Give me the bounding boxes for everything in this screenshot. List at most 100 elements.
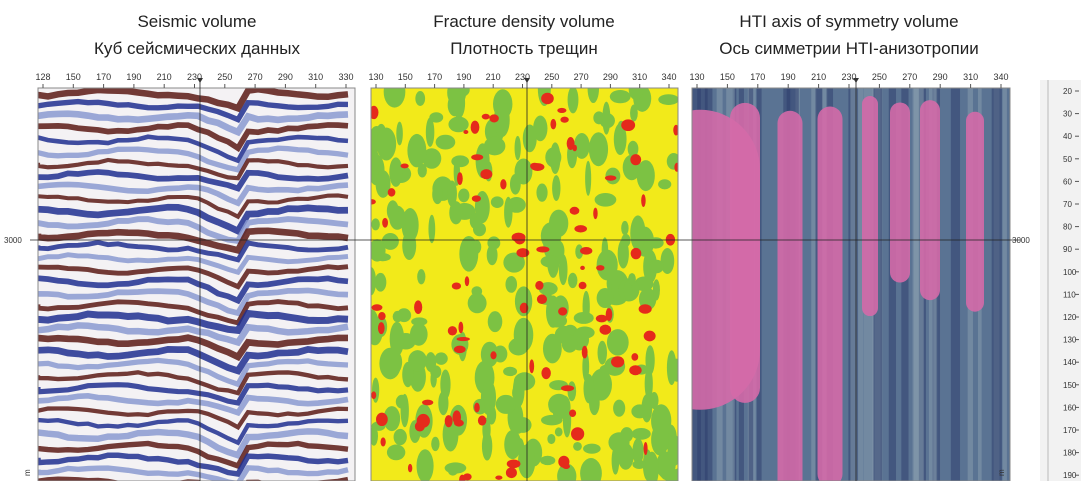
scale-label: 50 (1063, 155, 1072, 164)
density-low (417, 269, 425, 284)
density-high (550, 119, 556, 129)
density-low (672, 359, 682, 382)
density-high (454, 346, 466, 353)
density-low (541, 415, 563, 426)
density-low (667, 435, 681, 466)
density-high (378, 322, 385, 334)
density-high (506, 467, 517, 478)
density-low (431, 437, 439, 451)
x-tick-label: 310 (632, 72, 647, 82)
density-low (598, 341, 607, 365)
density-low (387, 444, 405, 460)
title-en: Seismic volume (137, 12, 256, 31)
x-tick-label: 340 (661, 72, 676, 82)
x-tick-label: 170 (96, 72, 111, 82)
density-high (372, 304, 383, 311)
density-low (487, 236, 500, 249)
density-low (630, 215, 645, 250)
density-high (558, 307, 567, 315)
density-high (631, 353, 638, 361)
density-low (621, 221, 628, 235)
scale-label: 180 (1063, 449, 1077, 458)
density-low (488, 311, 503, 332)
density-low (496, 395, 516, 414)
density-low (407, 134, 426, 167)
density-low (559, 254, 568, 285)
density-low (613, 400, 625, 417)
density-low (368, 149, 380, 171)
title-en: Fracture density volume (433, 12, 614, 31)
scale-label: 20 (1063, 87, 1072, 96)
density-high (516, 248, 529, 257)
panel-image (363, 73, 683, 481)
density-high (631, 248, 642, 259)
density-low (393, 311, 403, 322)
density-low (430, 365, 441, 378)
density-low (432, 185, 443, 205)
density-high (465, 276, 470, 286)
x-tick-label: 128 (35, 72, 50, 82)
density-high (599, 325, 611, 335)
x-tick-label: 210 (811, 72, 826, 82)
density-low (555, 427, 563, 436)
density-low (372, 378, 379, 403)
density-low (650, 392, 659, 409)
density-low (597, 250, 618, 281)
density-high (596, 265, 604, 271)
density-high (557, 108, 566, 113)
scale-label: 170 (1063, 426, 1077, 435)
x-tick-label: 250 (872, 72, 887, 82)
density-high (422, 400, 433, 406)
x-tick-label: 210 (157, 72, 172, 82)
title-en: HTI axis of symmetry volume (739, 12, 958, 31)
density-low (428, 215, 435, 244)
density-high (541, 93, 554, 105)
x-tick-label: 130 (368, 72, 383, 82)
scale-strip (1040, 80, 1081, 481)
density-low (632, 428, 651, 440)
scale-label: 160 (1063, 403, 1077, 412)
density-low (523, 124, 537, 152)
density-low (458, 189, 469, 203)
density-low (503, 367, 517, 376)
density-low (568, 273, 577, 288)
density-low (589, 132, 608, 166)
density-high (535, 281, 543, 290)
scale-label: 70 (1063, 200, 1072, 209)
density-low (602, 102, 610, 135)
density-high (605, 175, 617, 180)
density-high (541, 367, 550, 379)
density-high (472, 195, 481, 202)
density-high (367, 199, 375, 204)
density-high (489, 114, 498, 122)
panel-image (640, 88, 1010, 481)
scale-label: 80 (1063, 223, 1072, 232)
density-high (471, 121, 480, 134)
x-tick-label: 190 (126, 72, 141, 82)
density-low (491, 196, 504, 208)
density-low (504, 197, 512, 228)
x-tick-label: 190 (781, 72, 796, 82)
axis-anomaly (730, 103, 760, 403)
density-low (435, 352, 448, 364)
scale-label: 150 (1063, 381, 1077, 390)
density-high (580, 247, 592, 255)
density-low (410, 323, 428, 346)
density-high (482, 114, 490, 120)
x-tick-label: 210 (486, 72, 501, 82)
density-high (452, 410, 461, 424)
scale-label: 120 (1063, 313, 1077, 322)
x-tick-label: 150 (720, 72, 735, 82)
density-low (653, 279, 660, 300)
axis-anomaly (890, 103, 910, 283)
figure: Seismic volumeКуб сейсмических данных128… (0, 0, 1081, 481)
density-low (468, 293, 487, 313)
unit-label: m (997, 469, 1006, 476)
density-high (417, 414, 430, 428)
density-high (536, 246, 549, 252)
density-low (390, 322, 405, 356)
scale-label: 30 (1063, 110, 1072, 119)
density-low (610, 90, 631, 103)
density-low (509, 338, 529, 356)
depth-label: 3000 (4, 236, 22, 245)
